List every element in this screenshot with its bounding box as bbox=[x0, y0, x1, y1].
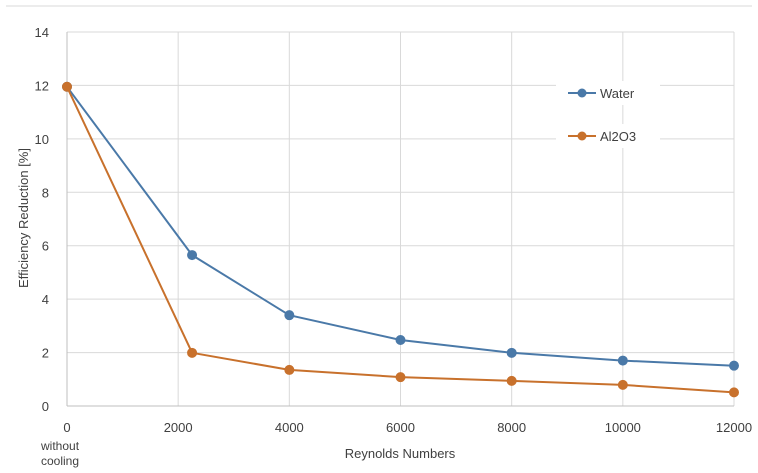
legend-label-water: Water bbox=[600, 86, 635, 101]
y-tick-label: 14 bbox=[35, 25, 49, 40]
x-tick-label: 6000 bbox=[386, 420, 415, 435]
legend-marker-al2o3 bbox=[577, 131, 587, 141]
data-point-water bbox=[284, 310, 295, 321]
grid bbox=[67, 31, 735, 406]
data-point-al2o3 bbox=[617, 379, 628, 390]
x-tick-note: without cooling bbox=[40, 439, 80, 468]
x-tick-label: 12000 bbox=[716, 420, 752, 435]
data-point-al2o3 bbox=[395, 372, 406, 383]
data-point-water bbox=[617, 355, 628, 366]
tick-labels: 0 2 4 6 8 10 12 14 0 2000 4000 6000 8000 10000 12000 wi… bbox=[35, 25, 753, 468]
y-tick-label: 2 bbox=[42, 346, 49, 361]
legend-label-al2o3: Al2O3 bbox=[600, 129, 636, 144]
x-axis-title: Reynolds Numbers bbox=[345, 446, 456, 461]
data-point-water bbox=[187, 250, 198, 261]
x-tick-label: 2000 bbox=[164, 420, 193, 435]
y-tick-label: 12 bbox=[35, 78, 49, 93]
x-tick-label: 4000 bbox=[275, 420, 304, 435]
data-point-al2o3 bbox=[729, 387, 739, 398]
x-tick-label: 8000 bbox=[497, 420, 526, 435]
legend-marker-water bbox=[577, 88, 587, 98]
data-point-al2o3 bbox=[284, 364, 295, 375]
y-tick-label: 4 bbox=[42, 292, 49, 307]
y-tick-label: 10 bbox=[35, 132, 49, 147]
data-point-al2o3 bbox=[506, 375, 517, 386]
y-tick-label: 8 bbox=[42, 185, 49, 200]
y-axis-title: Efficiency Reduction [%] bbox=[16, 148, 31, 288]
x-tick-label: 0 bbox=[63, 420, 70, 435]
y-tick-label: 0 bbox=[42, 399, 49, 414]
data-point-al2o3 bbox=[62, 81, 72, 92]
data-point-water bbox=[506, 347, 517, 358]
data-point-water bbox=[395, 335, 406, 346]
legend: Water Al2O3 bbox=[556, 81, 660, 148]
data-point-al2o3 bbox=[187, 347, 198, 358]
plot-series bbox=[62, 81, 739, 398]
x-tick-label: 10000 bbox=[605, 420, 641, 435]
axes bbox=[66, 32, 734, 407]
data-point-water bbox=[729, 360, 739, 371]
y-tick-label: 6 bbox=[42, 239, 49, 254]
